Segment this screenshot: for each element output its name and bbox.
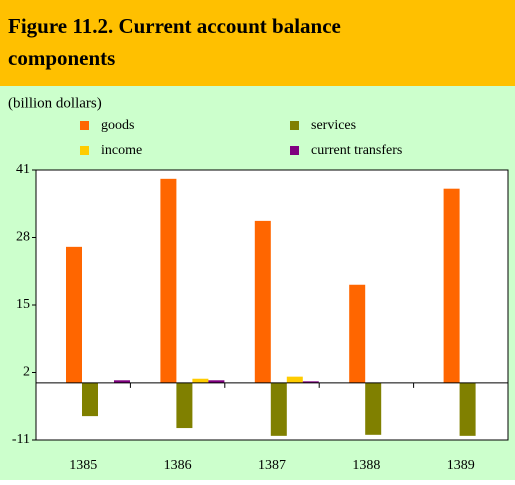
x-tick-label: 1386 — [164, 458, 192, 473]
legend-swatch — [290, 121, 299, 130]
bar — [192, 378, 209, 383]
x-tick-label: 1388 — [352, 458, 380, 473]
bar — [459, 382, 476, 436]
bar — [349, 284, 366, 383]
x-tick-label: 1389 — [447, 458, 475, 473]
bar — [270, 382, 287, 436]
y-tick-label: -11 — [12, 432, 30, 447]
bar — [66, 246, 82, 383]
y-tick-label: 15 — [16, 297, 30, 312]
x-tick-label: 1385 — [69, 458, 97, 473]
legend-label: goods — [101, 118, 134, 133]
chart-title: Figure 11.2. Current account balance comp… — [8, 14, 341, 70]
legend-swatch — [80, 146, 89, 155]
legend-label: income — [101, 143, 142, 158]
bar — [286, 376, 303, 383]
y-tick-label: 2 — [23, 365, 30, 380]
y-tick-label: 41 — [16, 162, 30, 177]
bar — [443, 188, 460, 383]
legend-label: services — [311, 118, 356, 133]
bar — [302, 381, 319, 383]
x-tick-label: 1387 — [258, 458, 286, 473]
bar — [208, 380, 225, 383]
bar — [82, 382, 98, 417]
legend-label: current transfers — [311, 143, 402, 158]
bar — [176, 382, 193, 429]
bar — [114, 380, 130, 383]
title-banner — [0, 0, 515, 86]
bar — [254, 220, 271, 383]
y-tick-label: 28 — [16, 230, 30, 245]
unit-label: (billion dollars) — [8, 95, 102, 111]
legend-swatch — [80, 121, 89, 130]
bar — [160, 178, 177, 383]
bar — [365, 382, 382, 435]
legend-swatch — [290, 146, 299, 155]
